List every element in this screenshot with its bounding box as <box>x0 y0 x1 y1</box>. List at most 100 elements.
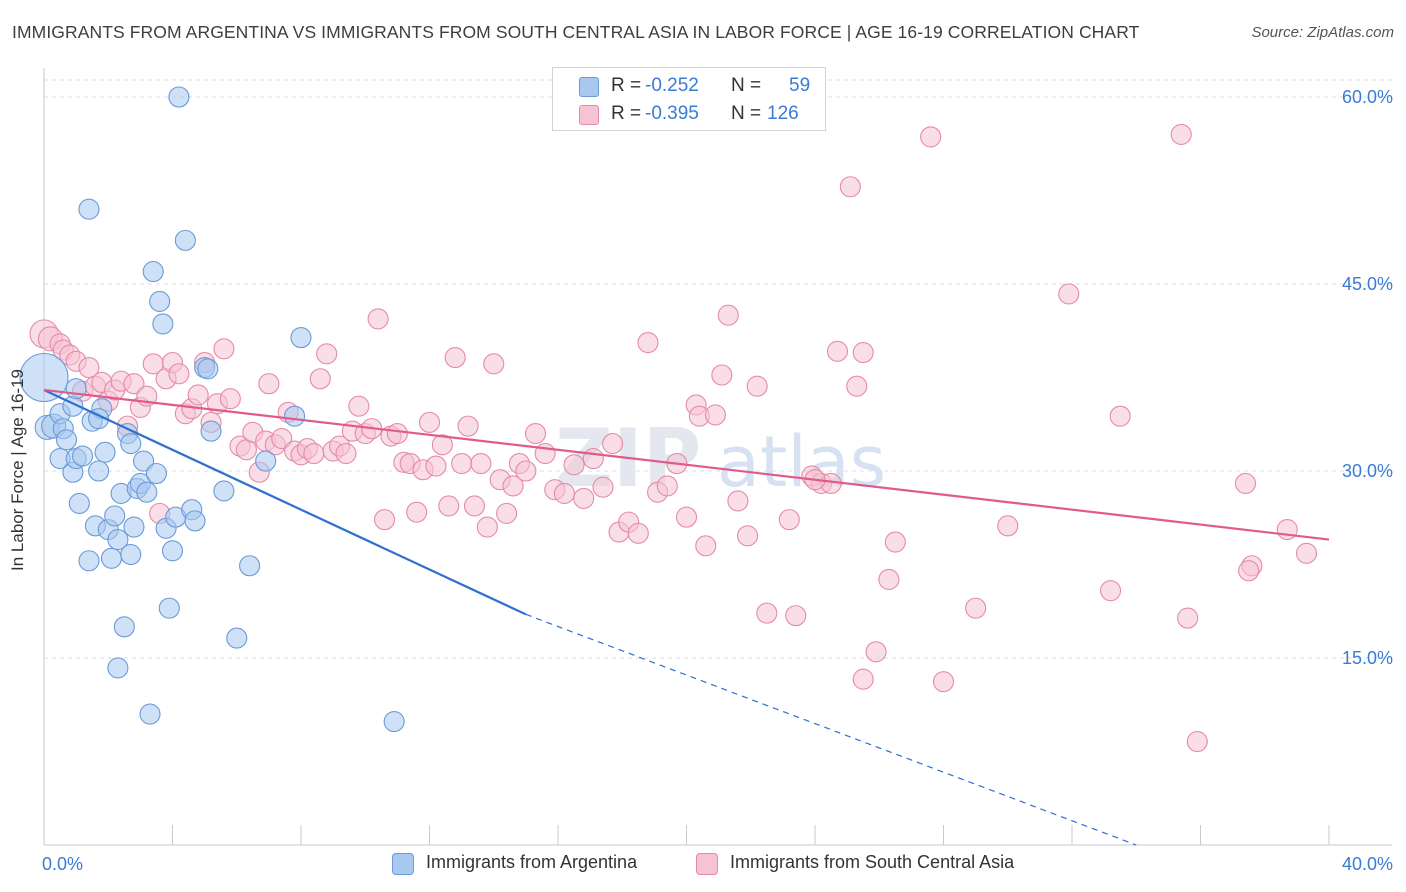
point-argentina <box>107 657 129 679</box>
point-south-central-asia <box>826 340 849 362</box>
legend-swatch-south-central-asia <box>696 853 718 875</box>
source-label: Source: ZipAtlas.com <box>1251 24 1394 41</box>
point-argentina <box>255 450 277 472</box>
point-south-central-asia <box>502 475 524 497</box>
point-south-central-asia <box>187 384 209 406</box>
point-south-central-asia <box>457 415 479 437</box>
point-argentina <box>136 481 158 503</box>
point-south-central-asia <box>592 476 614 498</box>
point-south-central-asia <box>852 668 874 690</box>
point-south-central-asia <box>932 671 955 693</box>
point-south-central-asia <box>316 343 338 365</box>
point-south-central-asia <box>1234 472 1257 495</box>
point-south-central-asia <box>213 338 235 360</box>
chart-title: IMMIGRANTS FROM ARGENTINA VS IMMIGRANTS … <box>12 22 1140 42</box>
point-south-central-asia <box>1170 123 1192 145</box>
stats-swatch-argentina <box>579 77 599 97</box>
point-south-central-asia <box>496 502 518 524</box>
point-south-central-asia <box>463 495 486 517</box>
point-south-central-asia <box>303 442 325 465</box>
point-south-central-asia <box>335 442 357 465</box>
point-south-central-asia <box>418 411 441 433</box>
point-south-central-asia <box>695 535 717 557</box>
point-south-central-asia <box>675 506 698 528</box>
point-south-central-asia <box>438 495 460 517</box>
point-south-central-asia <box>573 487 595 509</box>
point-south-central-asia <box>920 126 942 148</box>
stats-n-value-south-central-asia: 126 <box>767 103 799 124</box>
tick-labels: 15.0% 30.0% 45.0% 60.0% 0.0% 40.0% <box>42 87 1393 874</box>
trend-line-argentina <box>43 388 527 616</box>
point-south-central-asia <box>656 475 678 497</box>
point-south-central-asia <box>582 447 604 470</box>
point-south-central-asia <box>373 509 396 531</box>
point-south-central-asia <box>785 605 807 627</box>
point-south-central-asia <box>168 363 190 385</box>
y-tick-label: 30.0% <box>1342 461 1393 481</box>
point-south-central-asia <box>602 433 624 455</box>
point-south-central-asia <box>627 522 649 544</box>
point-south-central-asia <box>348 395 370 417</box>
point-argentina <box>152 313 174 335</box>
legend-label-argentina: Immigrants from Argentina <box>426 852 638 872</box>
stats-n-label: N = <box>731 103 762 124</box>
point-south-central-asia <box>1295 542 1318 564</box>
point-argentina <box>149 290 171 313</box>
trend-lines <box>43 388 1330 846</box>
point-argentina <box>55 429 78 451</box>
point-argentina <box>78 198 100 220</box>
point-south-central-asia <box>852 342 874 364</box>
point-argentina <box>168 86 190 108</box>
point-south-central-asia <box>271 428 293 450</box>
point-south-central-asia <box>1058 283 1080 305</box>
point-south-central-asia <box>1238 560 1260 582</box>
point-south-central-asia <box>524 423 547 445</box>
point-south-central-asia <box>746 375 768 397</box>
legend-swatch-argentina <box>392 853 414 875</box>
point-south-central-asia <box>431 434 453 456</box>
point-south-central-asia <box>865 641 887 663</box>
watermark-atlas: atlas <box>717 421 886 503</box>
point-south-central-asia <box>258 373 280 395</box>
point-argentina <box>133 450 155 472</box>
axes <box>43 68 1392 846</box>
point-south-central-asia <box>736 525 759 547</box>
stats-r-value-argentina: -0.252 <box>645 75 699 96</box>
point-south-central-asia <box>965 597 987 619</box>
point-south-central-asia <box>515 460 537 482</box>
point-argentina <box>145 462 167 485</box>
x-tick-label: 40.0% <box>1342 854 1393 874</box>
point-south-central-asia <box>1186 730 1208 753</box>
point-south-central-asia <box>878 568 900 591</box>
y-tick-label: 60.0% <box>1342 87 1393 107</box>
point-south-central-asia <box>219 388 241 410</box>
point-south-central-asia <box>704 404 726 426</box>
point-south-central-asia <box>727 490 749 512</box>
point-argentina <box>100 547 123 569</box>
point-argentina <box>284 405 306 427</box>
stats-n-value-argentina: 59 <box>789 75 811 96</box>
point-south-central-asia <box>123 373 145 395</box>
point-argentina <box>88 460 110 482</box>
point-argentina <box>19 352 69 403</box>
stats-r-value-south-central-asia: -0.395 <box>645 103 699 124</box>
point-south-central-asia <box>444 347 466 369</box>
point-argentina <box>184 510 206 532</box>
point-argentina <box>383 711 405 733</box>
stats-n-label: N = <box>731 75 762 96</box>
y-tick-label: 15.0% <box>1342 648 1393 668</box>
point-argentina <box>290 327 312 349</box>
point-argentina <box>104 505 126 527</box>
point-argentina <box>65 378 87 400</box>
point-argentina <box>107 529 129 551</box>
point-argentina <box>226 627 248 649</box>
point-south-central-asia <box>563 454 585 476</box>
stats-r-label: R = <box>611 75 642 96</box>
point-south-central-asia <box>553 482 575 504</box>
point-argentina <box>213 480 235 502</box>
point-argentina <box>72 445 94 467</box>
point-argentina <box>200 420 222 442</box>
data-points <box>19 86 1318 753</box>
point-south-central-asia <box>1100 580 1122 602</box>
